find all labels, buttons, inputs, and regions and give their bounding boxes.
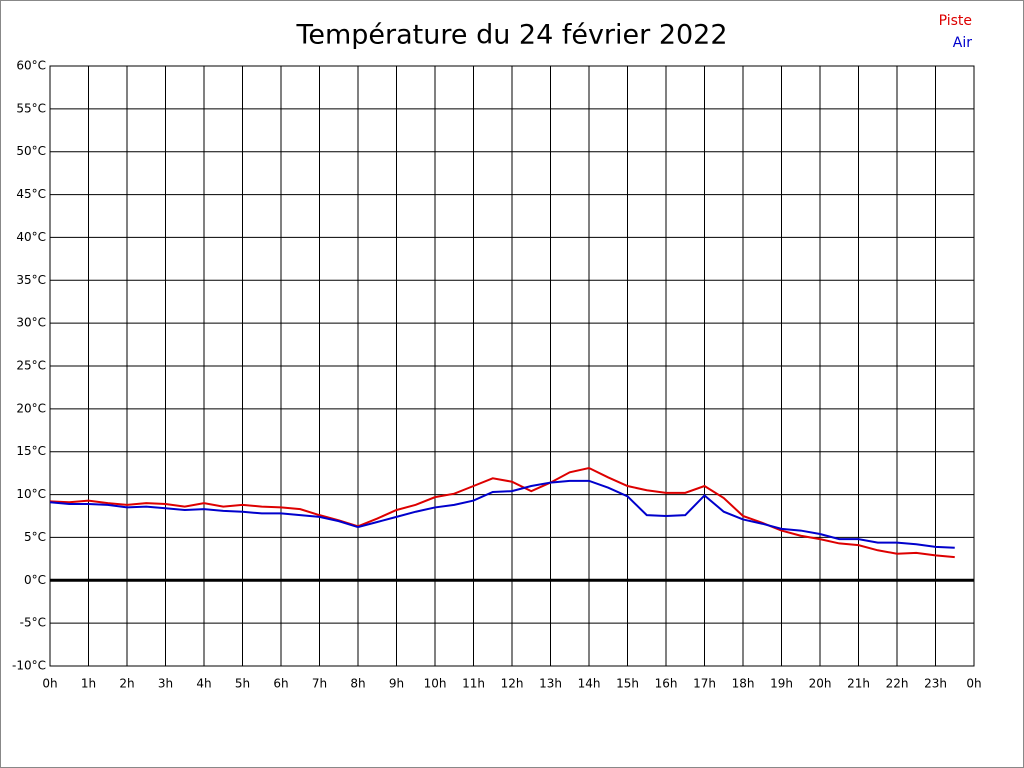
x-tick-label: 6h <box>273 677 288 691</box>
legend-entry: Air <box>953 35 972 51</box>
y-tick-label: 45°C <box>16 187 46 201</box>
x-tick-label: 20h <box>809 677 832 691</box>
x-tick-label: 12h <box>501 677 524 691</box>
x-tick-label: 5h <box>235 677 250 691</box>
y-tick-label: 20°C <box>16 401 46 415</box>
x-tick-label: 21h <box>847 677 870 691</box>
x-tick-label: 16h <box>655 677 678 691</box>
y-tick-label: 40°C <box>16 230 46 244</box>
x-tick-label: 18h <box>732 677 755 691</box>
y-tick-label: 25°C <box>16 359 46 373</box>
x-tick-label: 3h <box>158 677 173 691</box>
y-tick-label: 10°C <box>16 487 46 501</box>
x-tick-label: 19h <box>770 677 793 691</box>
y-tick-label: 50°C <box>16 144 46 158</box>
y-tick-label: 15°C <box>16 444 46 458</box>
y-tick-label: 0°C <box>24 573 46 587</box>
chart-title: Température du 24 février 2022 <box>295 20 727 51</box>
y-tick-label: -10°C <box>12 659 46 673</box>
x-tick-label: 13h <box>539 677 562 691</box>
x-tick-label: 11h <box>462 677 485 691</box>
series-line <box>49 466 955 559</box>
y-tick-label: 60°C <box>16 59 46 73</box>
x-tick-label: 10h <box>424 677 447 691</box>
x-tick-label: 0h <box>966 677 981 691</box>
x-tick-label: 9h <box>389 677 404 691</box>
x-tick-label: 2h <box>119 677 134 691</box>
x-tick-label: 7h <box>312 677 327 691</box>
y-tick-label: 5°C <box>24 530 46 544</box>
x-tick-label: 15h <box>616 677 639 691</box>
series-line <box>49 479 955 549</box>
x-tick-label: 17h <box>693 677 716 691</box>
y-tick-label: 35°C <box>16 273 46 287</box>
y-tick-label: 30°C <box>16 316 46 330</box>
x-tick-label: 8h <box>350 677 365 691</box>
x-tick-label: 1h <box>81 677 96 691</box>
x-tick-label: 4h <box>196 677 211 691</box>
x-tick-label: 14h <box>578 677 601 691</box>
y-tick-label: 55°C <box>16 101 46 115</box>
y-tick-label: -5°C <box>20 616 46 630</box>
x-tick-label: 23h <box>924 677 947 691</box>
x-tick-label: 0h <box>42 677 57 691</box>
legend-entry: Piste <box>939 13 972 29</box>
x-tick-label: 22h <box>886 677 909 691</box>
